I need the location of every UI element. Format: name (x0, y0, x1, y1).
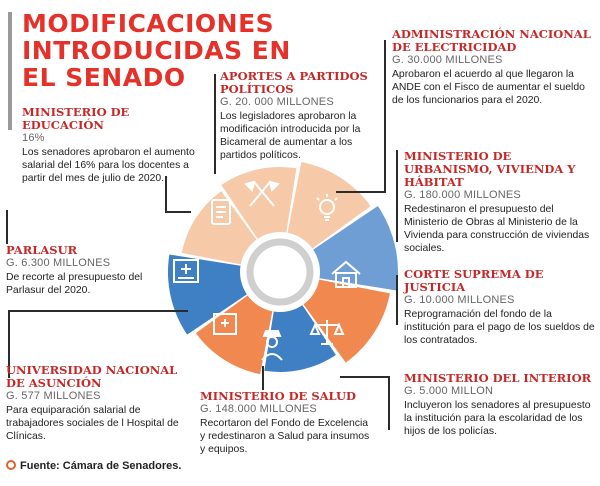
page-title: MODIFICACIONES INTRODUCIDAS EN EL SENADO (22, 10, 291, 91)
block-partidos: APORTES A PARTIDOS POLÍTICOS G. 20. 000 … (220, 70, 368, 162)
block-interior: MINISTERIO DEL INTERIOR G. 5.000 MILLON … (404, 372, 594, 438)
connector-parlasur (6, 210, 8, 244)
connector-ande-h (336, 191, 386, 193)
text-partidos: Los legisladores aprobaron la modificaci… (220, 111, 361, 161)
connector-corte (396, 275, 398, 325)
heading-corte: CORTE SUPREMA DE JUSTICIA (404, 267, 544, 294)
segment-salud (264, 301, 336, 372)
amount-corte: G. 10.000 MILLONES (404, 294, 515, 306)
university-icon (173, 259, 199, 283)
amount-interior: G. 5.000 MILLON (404, 385, 494, 397)
amount-parlasur: G. 6.300 MILLONES (6, 257, 111, 269)
segment-ande (286, 162, 371, 251)
block-ande: ADMINISTRACIÓN NACIONAL DE ELECTRICIDAD … (392, 28, 592, 107)
text-corte: Reprogramación del fondo de la instituci… (404, 309, 595, 346)
amount-partidos: G. 20. 000 MILLONES (220, 96, 334, 108)
text-interior: Incluyeron los senadores al presupuesto … (404, 400, 591, 437)
title-accent-bar (8, 12, 12, 130)
text-una: Para equiparación salarial de trabajador… (6, 405, 179, 442)
bullet-icon (6, 460, 16, 470)
segment-educacion (181, 191, 259, 266)
text-parlasur: De recorte al presupuesto del Parlasur d… (6, 272, 143, 296)
connector-interior (388, 376, 390, 430)
document-icon (211, 199, 231, 225)
title-line-2: INTRODUCIDAS EN (22, 36, 291, 65)
flags-icon (244, 180, 280, 207)
amount-urbanismo: G. 180.000 MILLONES (404, 189, 521, 201)
heading-ande: ADMINISTRACIÓN NACIONAL DE ELECTRICIDAD (392, 27, 591, 54)
segment-urbanismo (309, 206, 398, 291)
segment-parlasur-universidad (168, 254, 251, 335)
connector-una (8, 310, 10, 378)
block-parlasur: PARLASUR G. 6.300 MILLONES De recorte al… (6, 244, 156, 297)
block-una: UNIVERSIDAD NACIONAL DE ASUNCIÓN G. 577 … (6, 364, 198, 443)
title-line-1: MODIFICACIONES (22, 9, 275, 38)
source-footer: Fuente: Cámara de Senadores. (6, 460, 181, 472)
block-educacion: MINISTERIO DE EDUCACIÓN 16% Los senadore… (22, 106, 202, 185)
block-corte: CORTE SUPREMA DE JUSTICIA G. 10.000 MILL… (404, 268, 596, 347)
title-line-3: EL SENADO (22, 63, 186, 92)
ministries-wheel (168, 162, 398, 375)
scales-icon (309, 320, 345, 345)
heading-educacion: MINISTERIO DE EDUCACIÓN (22, 105, 130, 132)
heading-parlasur: PARLASUR (6, 243, 78, 257)
amount-una: G. 577 MILLONES (6, 390, 101, 402)
heading-partidos: APORTES A PARTIDOS POLÍTICOS (220, 69, 368, 96)
lightbulb-icon (316, 194, 338, 221)
connector-urbanismo (396, 150, 398, 242)
connector-interior-h (340, 376, 390, 378)
block-salud: MINISTERIO DE SALUD G. 148.000 MILLONES … (200, 390, 370, 456)
connector-educacion (165, 176, 167, 212)
heading-una: UNIVERSIDAD NACIONAL DE ASUNCIÓN (6, 363, 178, 390)
house-icon (331, 260, 361, 288)
wheel-inner-ring (246, 238, 314, 306)
heading-salud: MINISTERIO DE SALUD (200, 389, 357, 403)
text-urbanismo: Redestinaron el presupuesto del Minister… (404, 204, 590, 254)
source-text: Fuente: Cámara de Senadores. (20, 460, 182, 472)
amount-ande: G. 30.000 MILLONES (392, 54, 503, 66)
block-urbanismo: MINISTERIO DE URBANISMO, VIVIENDA Y HÁBI… (404, 150, 596, 255)
police-officer-icon (261, 330, 283, 361)
heading-urbanismo: MINISTERIO DE URBANISMO, VIVIENDA Y HÁBI… (404, 149, 576, 189)
connector-partidos (214, 74, 216, 174)
text-educacion: Los senadores aprobaron el aumento salar… (22, 147, 195, 184)
connector-salud (262, 366, 264, 390)
text-ande: Aprobaron el acuerdo al que llegaron la … (392, 69, 585, 106)
amount-educacion: 16% (22, 132, 45, 144)
amount-salud: G. 148.000 MILLONES (200, 403, 317, 415)
segment-corte (301, 278, 390, 363)
text-salud: Recortaron del Fondo de Excelencia y red… (200, 418, 370, 455)
heading-interior: MINISTERIO DEL INTERIOR (404, 371, 592, 385)
segment-partidos (221, 167, 297, 243)
connector-educacion-h (165, 211, 191, 213)
hospital-icon (213, 313, 237, 335)
connector-una-h (8, 310, 188, 312)
connector-ande (384, 40, 386, 192)
